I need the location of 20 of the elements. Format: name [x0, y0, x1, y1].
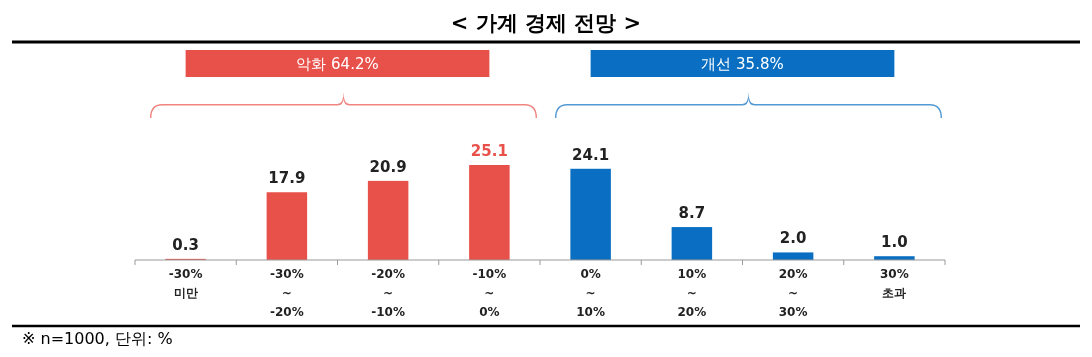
x-tick-label: -10% ~ 0% — [472, 267, 507, 319]
data-label: 17.9 — [268, 169, 306, 188]
text: 악화 64.2% — [296, 55, 379, 73]
x-tick-label: 30% 초과 — [880, 267, 909, 300]
data-label: 8.7 — [678, 204, 706, 223]
data-label: 24.1 — [572, 145, 610, 164]
text: ※ n=1000, 단위: % — [22, 329, 173, 348]
x-tick-label: -30% ~ -20% — [270, 267, 304, 319]
data-label: 0.3 — [172, 235, 199, 254]
text: 개선 35.8% — [701, 55, 784, 73]
x-tick-label: 0% ~ 10% — [576, 267, 605, 319]
chart-title: < 가계 경제 전망 > — [450, 11, 642, 35]
data-label: 2.0 — [779, 229, 807, 248]
x-tick-label: -30% 미만 — [168, 267, 203, 300]
x-tick-label: 20% ~ 30% — [778, 267, 808, 319]
data-label: 1.0 — [881, 233, 908, 252]
x-tick-label: -20% ~ -10% — [371, 267, 405, 319]
data-label: 25.1 — [470, 142, 508, 160]
x-tick-label: 10% ~ 20% — [677, 267, 707, 319]
data-label: 20.9 — [369, 157, 407, 176]
